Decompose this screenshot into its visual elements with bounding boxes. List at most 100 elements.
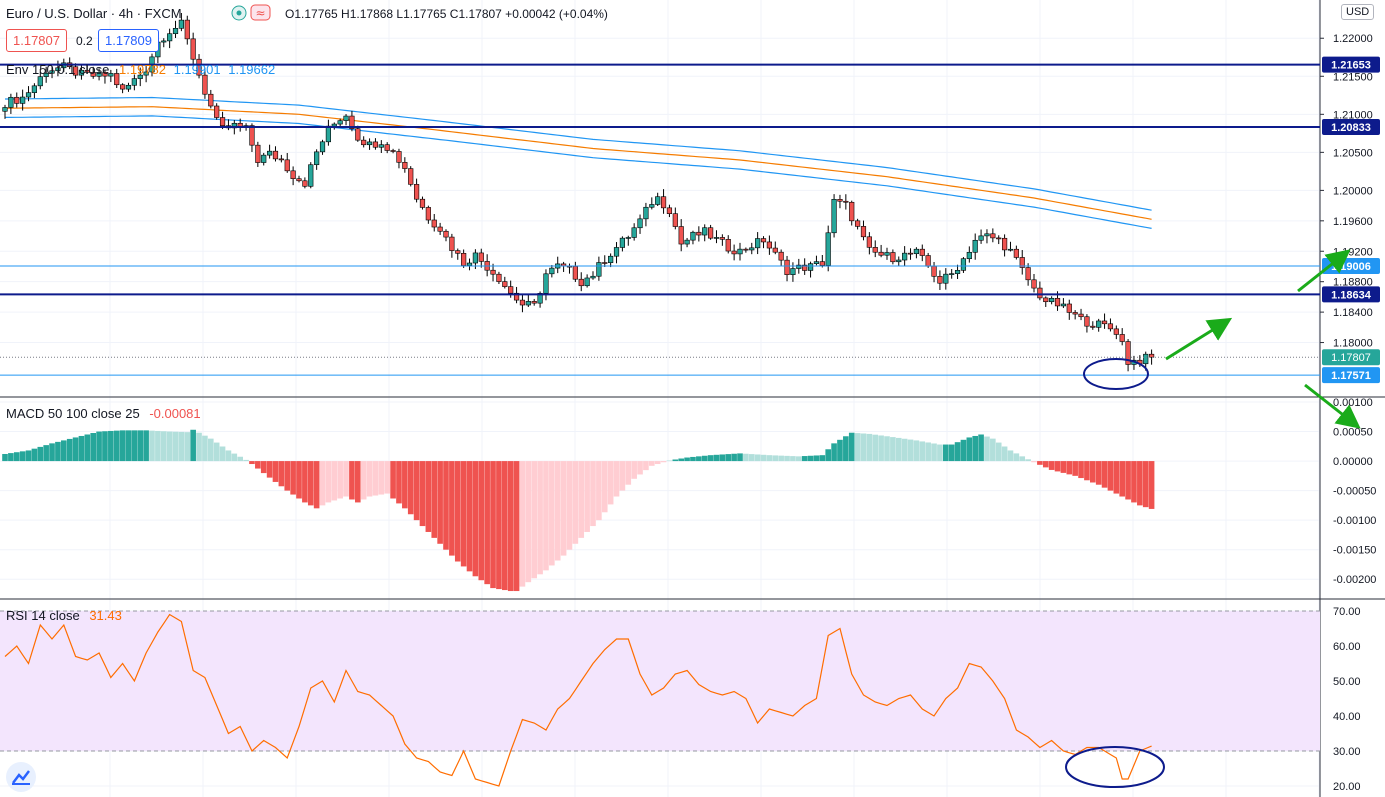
envelope-legend[interactable]: Env 150 0.1 close 1.19782 1.19901 1.1966… [6, 62, 275, 77]
macd-bar [431, 461, 438, 538]
macd-axis-tick-label: 0.00050 [1333, 427, 1373, 439]
candle [990, 233, 996, 239]
macd-bar [531, 461, 537, 579]
macd-bar [1090, 461, 1096, 483]
candle [966, 251, 972, 260]
candle [349, 115, 355, 129]
candle [1060, 303, 1066, 307]
candle [755, 238, 761, 249]
candle [296, 178, 302, 182]
candle [778, 251, 784, 261]
macd-bar [596, 461, 602, 521]
candle [960, 258, 967, 271]
macd-bar [490, 461, 496, 589]
macd-bar [1037, 461, 1043, 465]
macd-bar [454, 461, 461, 562]
macd-bar [319, 461, 326, 506]
candle [55, 67, 61, 72]
macd-bar [249, 461, 255, 465]
macd-bar [302, 461, 308, 503]
rsi-axis-tick-label: 70.00 [1333, 606, 1361, 618]
macd-bar [913, 440, 920, 462]
candle [14, 96, 20, 104]
trend-arrow [1297, 249, 1351, 293]
envelope-upper-line [5, 96, 1152, 211]
macd-bar [878, 435, 884, 462]
candle [608, 255, 614, 264]
ohlc-readout: O1.17765 H1.17868 L1.17765 C1.17807 +0.0… [285, 7, 608, 21]
candle [1149, 353, 1155, 358]
candle [972, 239, 978, 253]
macd-bar [196, 432, 202, 462]
sell-price-button[interactable]: 1.17807 [6, 29, 67, 52]
macd-bar [813, 455, 820, 462]
candle [431, 219, 437, 228]
macd-bar [790, 456, 796, 462]
macd-bar [466, 461, 473, 572]
macd-bar [584, 461, 590, 532]
macd-bar [690, 456, 696, 462]
macd-bar [25, 450, 32, 462]
macd-bar [678, 458, 684, 462]
candle [196, 58, 202, 76]
macd-bar [743, 453, 749, 462]
price-axis-tick-label: 1.21000 [1333, 109, 1373, 121]
candle [25, 92, 32, 98]
eye-icon[interactable] [228, 5, 250, 24]
macd-bar [172, 431, 179, 462]
candle [1084, 316, 1090, 327]
macd-bar [972, 435, 978, 462]
macd-bar [184, 432, 191, 462]
macd-bar [49, 443, 55, 462]
currency-button[interactable]: USD [1341, 4, 1375, 20]
macd-bar [1095, 461, 1102, 485]
macd-bar [966, 437, 973, 462]
candle [266, 150, 273, 156]
candle [819, 261, 825, 266]
rsi-highlight-ellipse [1065, 746, 1165, 788]
macd-bar [496, 461, 502, 590]
candle [290, 170, 296, 179]
candle [737, 248, 743, 255]
rsi-axis-tick-label: 50.00 [1333, 676, 1361, 688]
level-price-label: 1.21653 [1331, 60, 1371, 72]
macd-bar [901, 438, 908, 462]
candle [790, 268, 796, 275]
macd-bar [355, 461, 361, 503]
symbol-title[interactable]: Euro / U.S. Dollar · 4h · FXCM [6, 6, 182, 21]
macd-bar [437, 461, 443, 544]
macd-bar [654, 461, 661, 465]
macd-bar [325, 461, 332, 503]
candle [1090, 325, 1096, 328]
macd-bar [778, 455, 784, 462]
candle [872, 247, 878, 253]
rsi-line [4, 613, 1152, 787]
candle [378, 144, 384, 148]
macd-bar [1025, 459, 1031, 462]
macd-bar [637, 461, 643, 475]
macd-bar [484, 461, 490, 585]
macd-bar [854, 433, 861, 462]
macd-bar [1060, 461, 1067, 473]
candle [72, 66, 79, 76]
candle [325, 125, 332, 143]
macd-bar [696, 456, 702, 462]
macd-bar [1142, 461, 1149, 508]
candle [49, 70, 55, 74]
macd-legend[interactable]: MACD 50 100 close 25 -0.00081 [6, 406, 201, 421]
candle [825, 232, 831, 266]
macd-bar [807, 455, 814, 462]
macd-bar [801, 456, 808, 462]
candle [925, 255, 931, 267]
candle [596, 262, 602, 277]
macd-bar [96, 431, 102, 462]
macd-bar [255, 461, 261, 469]
macd-bar [243, 459, 249, 462]
candle [666, 207, 673, 214]
buy-price-button[interactable]: 1.17809 [98, 29, 159, 52]
macd-bar [1054, 461, 1061, 472]
candle [619, 237, 625, 248]
rsi-legend[interactable]: RSI 14 close 31.43 [6, 608, 122, 623]
compare-icon[interactable]: ≈ [250, 4, 272, 25]
